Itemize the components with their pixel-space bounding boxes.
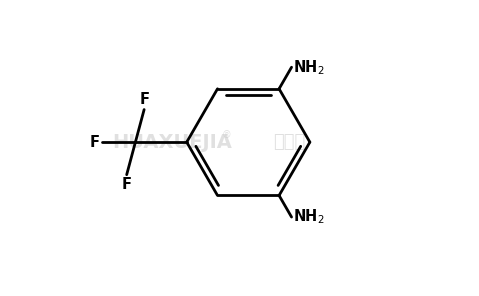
Text: HUAXUEJIA: HUAXUEJIA <box>112 133 232 152</box>
Text: NH$_2$: NH$_2$ <box>293 58 324 77</box>
Text: NH$_2$: NH$_2$ <box>293 208 324 226</box>
Text: ®: ® <box>221 130 231 140</box>
Text: F: F <box>122 177 132 192</box>
Text: F: F <box>90 135 99 150</box>
Text: 化学加: 化学加 <box>273 133 306 151</box>
Text: F: F <box>139 92 149 107</box>
